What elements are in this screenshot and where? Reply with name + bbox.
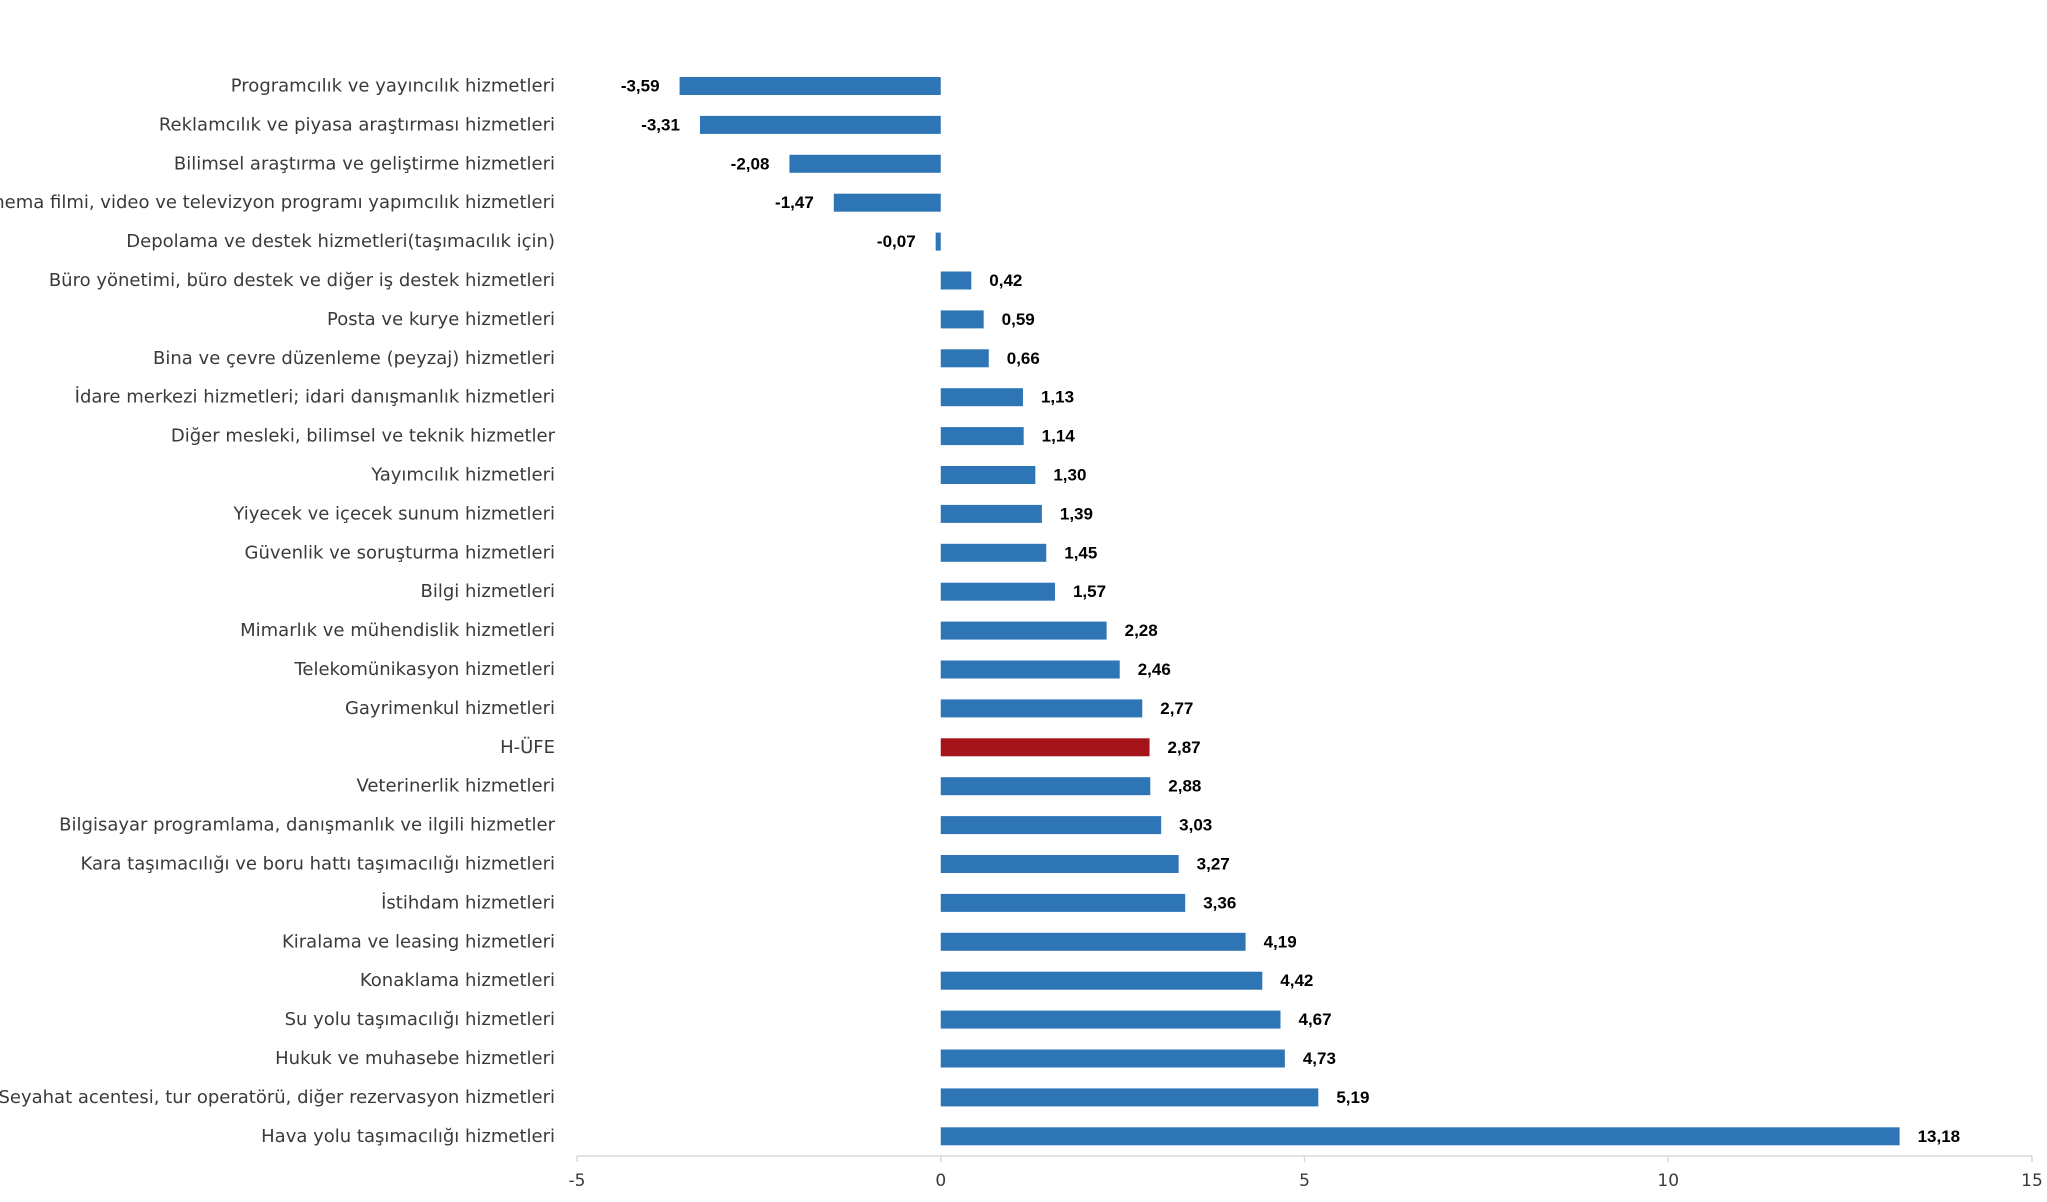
value-label: 2,46 (1138, 660, 1171, 679)
value-label: -3,31 (641, 115, 680, 134)
bar (940, 582, 1055, 601)
bar (940, 1088, 1319, 1107)
category-label: Mimarlık ve mühendislik hizmetleri (240, 620, 555, 641)
x-tick-label: 10 (1657, 1171, 1679, 1191)
value-label: 1,14 (1042, 427, 1076, 446)
value-label: -2,08 (731, 154, 770, 173)
value-label: -1,47 (775, 193, 814, 212)
category-label: Kara taşımacılığı ve boru hattı taşımacı… (80, 854, 555, 875)
bar (940, 932, 1246, 951)
category-label: İdare merkezi hizmetleri; idari danışman… (75, 387, 555, 408)
value-label: 5,19 (1336, 1088, 1369, 1107)
value-label: 1,57 (1073, 582, 1106, 601)
value-label: 4,73 (1303, 1049, 1336, 1068)
bar (940, 271, 972, 290)
bar (699, 115, 941, 134)
value-label: 1,39 (1060, 504, 1093, 523)
value-label: 2,87 (1168, 738, 1201, 757)
category-label: Sinema filmi, video ve televizyon progra… (0, 192, 555, 213)
value-label: -0,07 (877, 232, 916, 251)
bar-highlight (940, 738, 1150, 757)
value-label: 2,88 (1168, 777, 1201, 796)
bar (940, 893, 1186, 912)
value-label: 13,18 (1918, 1127, 1961, 1146)
value-label: 2,77 (1160, 699, 1193, 718)
x-tick-label: 0 (935, 1171, 946, 1191)
bar (789, 154, 941, 173)
value-label: 2,28 (1125, 621, 1158, 640)
category-label: Seyahat acentesi, tur operatörü, diğer r… (0, 1087, 555, 1108)
category-label: İstihdam hizmetleri (381, 892, 555, 913)
value-label: 0,42 (989, 271, 1022, 290)
category-label: Yiyecek ve içecek sunum hizmetleri (232, 503, 555, 524)
category-label: Büro yönetimi, büro destek ve diğer iş d… (49, 270, 555, 291)
value-label: 4,19 (1264, 932, 1297, 951)
value-label: 3,03 (1179, 816, 1212, 835)
bar (940, 1010, 1281, 1029)
category-label: Posta ve kurye hizmetleri (327, 309, 555, 330)
x-tick-label: -5 (569, 1171, 586, 1191)
category-label: Konaklama hizmetleri (360, 970, 555, 991)
category-labels: Programcılık ve yayıncılık hizmetleri Rek… (0, 76, 556, 1147)
bar (940, 310, 984, 329)
category-label: Bilimsel araştırma ve geliştirme hizmetl… (174, 153, 555, 174)
category-label: Programcılık ve yayıncılık hizmetleri (231, 76, 555, 97)
value-label: 0,59 (1002, 310, 1035, 329)
category-label: Bilgi hizmetleri (421, 581, 556, 602)
bar (940, 777, 1151, 796)
category-label: Yayımcılık hizmetleri (370, 465, 555, 486)
value-label: 3,36 (1203, 893, 1236, 912)
x-tick-label: 5 (1299, 1171, 1310, 1191)
x-axis-ticks: -5 0 5 10 15 (569, 1156, 2043, 1191)
bar (940, 1127, 1900, 1146)
value-label: 3,27 (1197, 855, 1230, 874)
category-label: Hava yolu taşımacılığı hizmetleri (261, 1126, 555, 1147)
bar (940, 543, 1047, 562)
value-label: 1,13 (1041, 388, 1074, 407)
value-label: 0,66 (1007, 349, 1040, 368)
category-label: Kiralama ve leasing hizmetleri (282, 931, 555, 952)
bar (940, 621, 1107, 640)
value-label: 1,45 (1064, 543, 1097, 562)
bar (940, 466, 1036, 484)
category-label: Veterinerlik hizmetleri (356, 776, 555, 797)
category-label: Telekomünikasyon hizmetleri (293, 659, 555, 680)
category-label: Su yolu taşımacılığı hizmetleri (285, 1009, 555, 1030)
category-label: Gayrimenkul hizmetleri (345, 698, 555, 719)
bar (833, 193, 941, 212)
value-label: -3,59 (621, 77, 660, 96)
category-label: Güvenlik ve soruşturma hizmetleri (245, 542, 556, 563)
category-label: H-ÜFE (500, 736, 555, 758)
bar (940, 427, 1024, 446)
bar (940, 971, 1263, 990)
category-label: Depolama ve destek hizmetleri(taşımacılı… (126, 231, 555, 252)
category-label: Reklamcılık ve piyasa araştırması hizmet… (159, 114, 555, 135)
category-label: Diğer mesleki, bilimsel ve teknik hizmet… (171, 426, 556, 447)
category-label: Bina ve çevre düzenleme (peyzaj) hizmetl… (153, 348, 555, 369)
value-label: 4,42 (1280, 971, 1313, 990)
bar (940, 816, 1162, 835)
bar (940, 349, 989, 368)
x-tick-label: 15 (2021, 1171, 2043, 1191)
bar (940, 660, 1120, 679)
bar (940, 1049, 1285, 1068)
value-label: 4,67 (1298, 1010, 1331, 1029)
bar (935, 232, 941, 251)
bar (940, 388, 1023, 407)
value-labels: -3,59 -3,31 -2,08 -1,47 -0,07 0,42 0,59 0,66 1,1… (621, 77, 1960, 1146)
bar (940, 855, 1179, 873)
bar (940, 504, 1042, 523)
bar (940, 699, 1143, 718)
category-label: Hukuk ve muhasebe hizmetleri (275, 1048, 555, 1069)
bar (679, 77, 941, 95)
value-label: 1,30 (1053, 466, 1086, 485)
category-label: Bilgisayar programlama, danışmanlık ve i… (59, 815, 555, 836)
bars (679, 77, 1900, 1146)
